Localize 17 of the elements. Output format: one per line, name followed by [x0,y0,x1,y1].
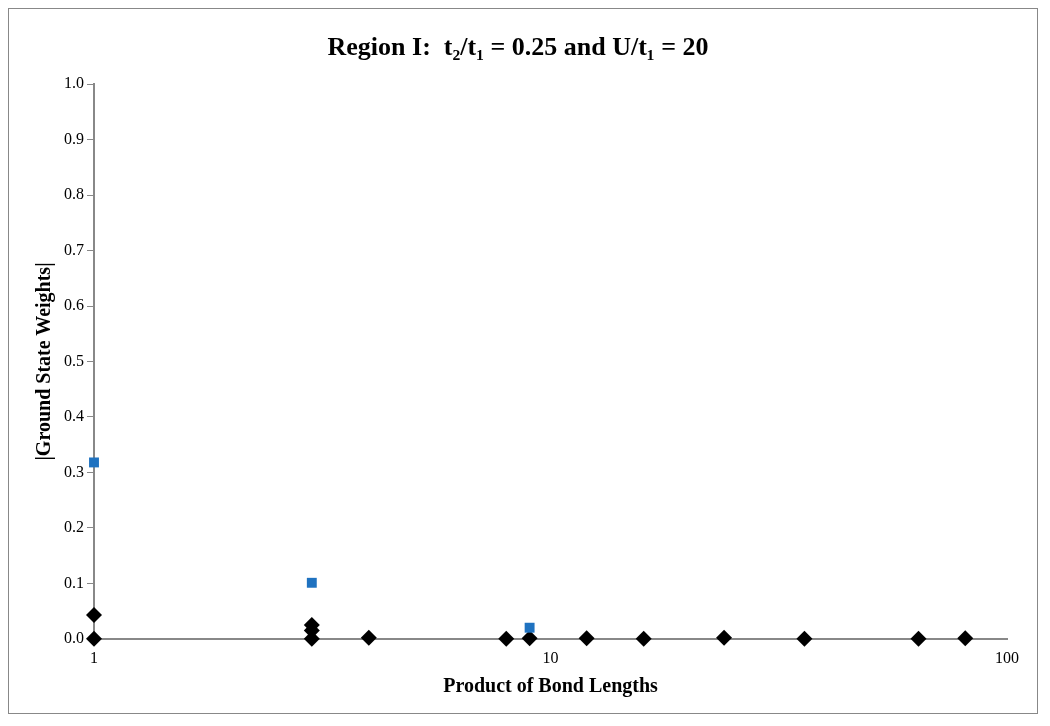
y-tick-label: 0.4 [64,407,84,425]
y-tick-label: 0.1 [64,573,84,591]
y-axis-title: |Ground State Weights| [32,262,56,461]
y-tick-label: 1.0 [64,74,84,92]
chart-title: Region I: t₂/t₁ = 0.25 and U/t₁ = 20 [327,32,709,62]
y-tick-label: 0.0 [64,629,84,646]
x-axis-title: Product of Bond Lengths [443,674,659,698]
y-tick-label: 0.3 [64,462,84,480]
y-tick-label: 0.8 [64,185,84,203]
x-tick-label: 1 [90,648,98,666]
y-tick-label: 0.9 [64,129,84,147]
y-tick-label: 0.6 [64,296,84,314]
y-tick-label: 0.7 [64,240,84,258]
x-tick-label: 10 [542,648,559,666]
y-tick-label: 0.5 [64,351,84,369]
x-tick-label: 100 [995,648,1019,666]
y-tick-label: 0.2 [64,518,84,536]
